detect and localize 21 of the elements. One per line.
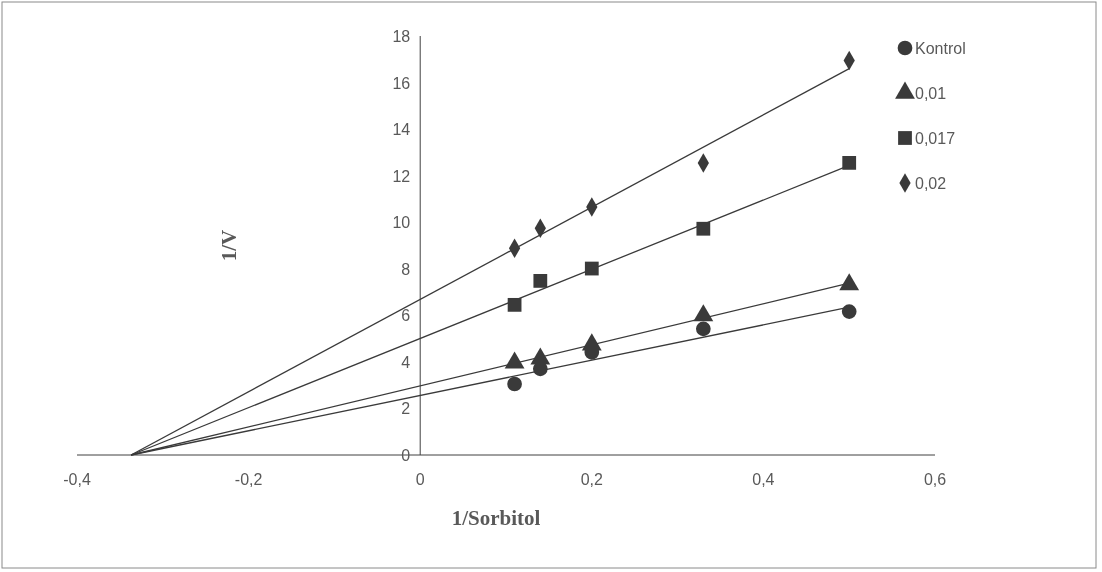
x-tick-label: 0,4 bbox=[752, 471, 775, 488]
y-tick-label: 12 bbox=[392, 167, 411, 185]
legend-label: 0,017 bbox=[915, 130, 956, 147]
legend-label: 0,02 bbox=[915, 175, 947, 192]
y-tick-label: 8 bbox=[401, 260, 411, 278]
legend-label: 0,01 bbox=[915, 85, 947, 102]
x-tick-label: 0,2 bbox=[580, 471, 604, 488]
x-tick-label: -0,2 bbox=[234, 471, 263, 488]
y-tick-label: 18 bbox=[392, 28, 411, 45]
y-tick-label: 2 bbox=[401, 400, 411, 418]
y-axis-title: 1/V bbox=[217, 229, 241, 262]
y-tick-label: 16 bbox=[392, 74, 411, 92]
y-tick-label: 14 bbox=[392, 121, 411, 139]
x-axis-title: 1/Sorbitol bbox=[451, 506, 541, 530]
legend-label: Kontrol bbox=[915, 40, 966, 57]
x-tick-label: 0 bbox=[415, 471, 425, 488]
y-tick-label: 4 bbox=[401, 353, 411, 371]
y-tick-label: 6 bbox=[401, 307, 411, 325]
x-tick-label: 0,6 bbox=[923, 471, 947, 488]
x-tick-label: -0,4 bbox=[63, 471, 91, 488]
y-tick-label: 10 bbox=[392, 214, 411, 232]
